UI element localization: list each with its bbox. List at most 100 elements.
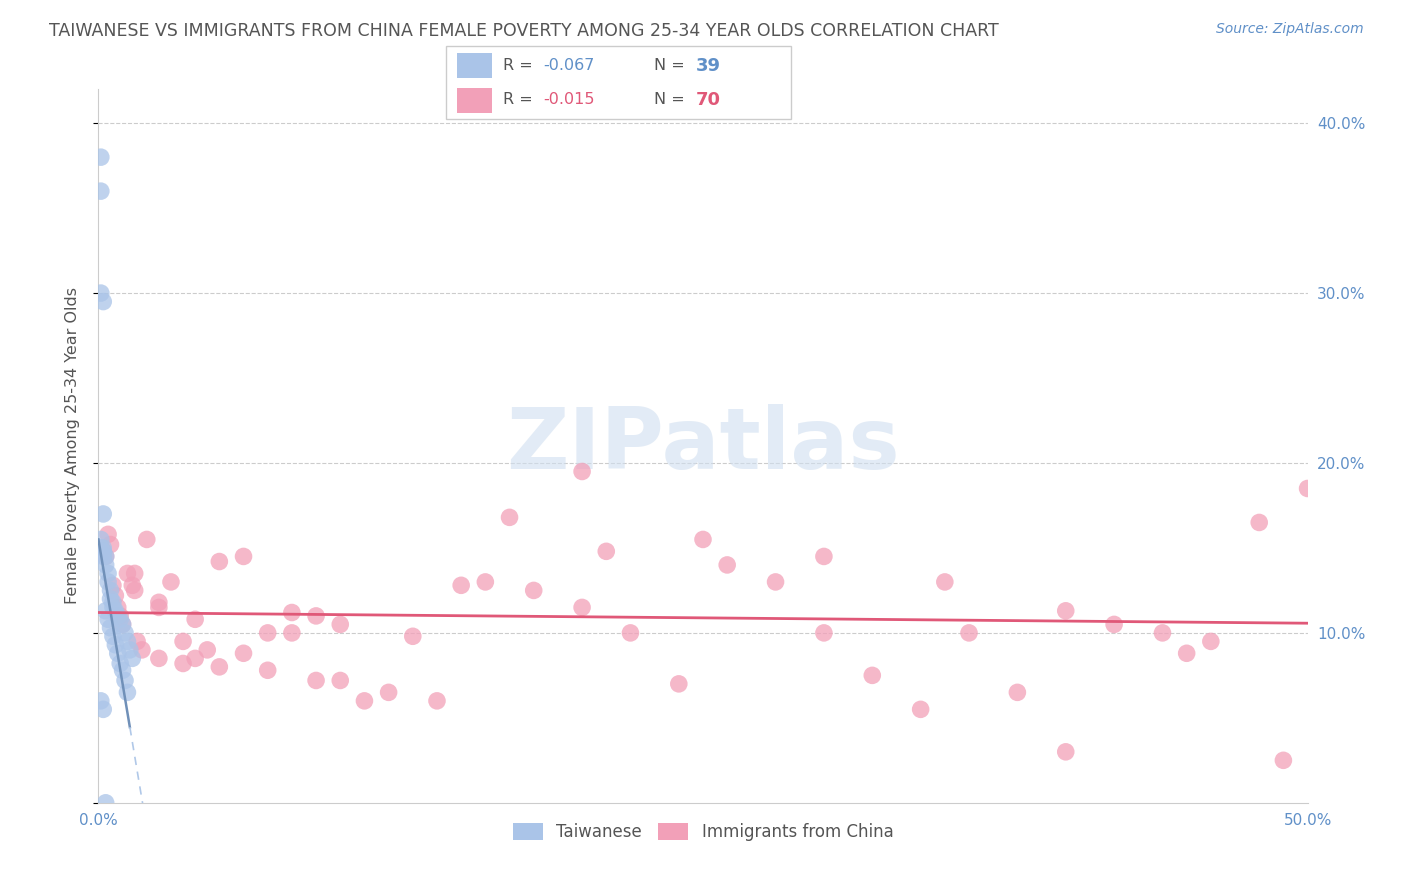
Point	[595, 544, 617, 558]
Point	[957, 626, 980, 640]
Point	[90, 150, 112, 164]
Point	[124, 583, 146, 598]
Point	[813, 626, 835, 640]
Point	[1007, 685, 1029, 699]
Point	[1175, 646, 1198, 660]
Legend: Taiwanese, Immigrants from China: Taiwanese, Immigrants from China	[506, 816, 900, 848]
Point	[498, 510, 520, 524]
Text: Source: ZipAtlas.com: Source: ZipAtlas.com	[1216, 22, 1364, 37]
Point	[329, 617, 352, 632]
Point	[184, 651, 207, 665]
Point	[184, 612, 207, 626]
Point	[100, 621, 122, 635]
Point	[377, 685, 399, 699]
Point	[172, 634, 194, 648]
Point	[107, 600, 129, 615]
Point	[108, 608, 131, 623]
Point	[108, 612, 131, 626]
Point	[118, 643, 141, 657]
Point	[100, 591, 122, 606]
Point	[91, 702, 114, 716]
Point	[692, 533, 714, 547]
Point	[117, 634, 139, 648]
Text: 39: 39	[696, 57, 721, 75]
Point	[94, 604, 117, 618]
Bar	[457, 87, 492, 112]
Point	[97, 574, 120, 589]
Point	[100, 537, 122, 551]
Point	[148, 600, 170, 615]
Point	[100, 583, 122, 598]
Point	[114, 673, 136, 688]
Point	[121, 651, 143, 665]
Point	[90, 533, 112, 547]
Point	[450, 578, 472, 592]
Point	[101, 578, 124, 592]
Point	[90, 184, 112, 198]
Point	[523, 583, 546, 598]
Point	[1249, 516, 1271, 530]
Point	[135, 533, 157, 547]
Point	[208, 660, 231, 674]
Point	[94, 549, 117, 564]
Point	[107, 608, 129, 623]
Point	[114, 626, 136, 640]
Point	[716, 558, 738, 572]
Point	[668, 677, 690, 691]
Point	[281, 626, 304, 640]
Point	[111, 663, 134, 677]
Point	[111, 617, 134, 632]
Y-axis label: Female Poverty Among 25-34 Year Olds: Female Poverty Among 25-34 Year Olds	[65, 287, 80, 605]
Point	[94, 796, 117, 810]
Point	[305, 608, 328, 623]
Point	[232, 646, 254, 660]
Point	[91, 544, 114, 558]
Text: -0.015: -0.015	[543, 93, 595, 107]
Text: TAIWANESE VS IMMIGRANTS FROM CHINA FEMALE POVERTY AMONG 25-34 YEAR OLDS CORRELAT: TAIWANESE VS IMMIGRANTS FROM CHINA FEMAL…	[49, 22, 998, 40]
Point	[131, 643, 153, 657]
Point	[94, 558, 117, 572]
Point	[90, 541, 112, 555]
Point	[148, 595, 170, 609]
Point	[90, 286, 112, 301]
Point	[329, 673, 352, 688]
Point	[101, 600, 124, 615]
Point	[860, 668, 883, 682]
Point	[91, 541, 114, 555]
Point	[101, 595, 124, 609]
Point	[208, 555, 231, 569]
Point	[474, 574, 496, 589]
Point	[813, 549, 835, 564]
Point	[1054, 745, 1077, 759]
Point	[107, 646, 129, 660]
Point	[353, 694, 375, 708]
Point	[571, 465, 593, 479]
Point	[1199, 634, 1222, 648]
Bar	[457, 53, 492, 78]
Point	[111, 617, 134, 632]
Point	[94, 549, 117, 564]
Point	[124, 566, 146, 581]
Point	[101, 629, 124, 643]
Text: R =: R =	[503, 58, 537, 73]
Point	[108, 657, 131, 671]
Text: R =: R =	[503, 93, 537, 107]
Point	[934, 574, 956, 589]
Point	[232, 549, 254, 564]
Point	[104, 604, 127, 618]
FancyBboxPatch shape	[447, 46, 790, 119]
Point	[97, 566, 120, 581]
Point	[619, 626, 641, 640]
Point	[117, 566, 139, 581]
Point	[104, 589, 127, 603]
Point	[1102, 617, 1125, 632]
Point	[256, 663, 278, 677]
Point	[91, 294, 114, 309]
Point	[90, 694, 112, 708]
Point	[121, 578, 143, 592]
Point	[426, 694, 449, 708]
Text: N =: N =	[654, 93, 690, 107]
Text: -0.067: -0.067	[543, 58, 595, 73]
Point	[281, 606, 304, 620]
Point	[104, 638, 127, 652]
